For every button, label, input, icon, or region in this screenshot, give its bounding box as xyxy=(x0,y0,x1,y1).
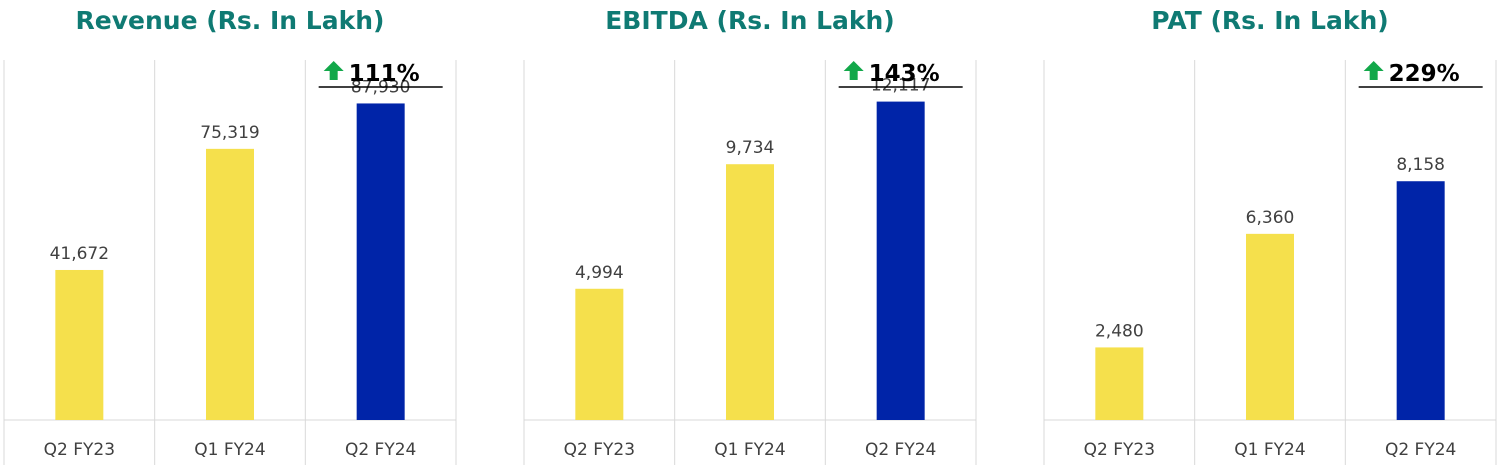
data-label: 6,360 xyxy=(1246,208,1295,228)
bar xyxy=(356,103,405,421)
bar xyxy=(575,288,624,420)
x-tick-label: Q1 FY24 xyxy=(194,440,265,460)
bar xyxy=(206,148,254,420)
pat-chart-panel: PAT (Rs. In Lakh) 2,480 Q2 FY23 6,360 Q1 FY… xyxy=(1043,0,1497,465)
x-tick-label: Q2 FY24 xyxy=(865,440,936,460)
growth-percent: 143% xyxy=(869,61,940,87)
chart-title: Revenue (Rs. In Lakh) xyxy=(75,6,385,35)
x-tick-label: Q2 FY24 xyxy=(1385,440,1456,460)
x-tick-label: Q1 FY24 xyxy=(714,440,785,460)
arrow-up-icon xyxy=(323,61,344,80)
ebitda-chart: 4,994 Q2 FY23 9,734 Q1 FY24 12,117 Q2 FY24 143… xyxy=(523,60,977,465)
growth-annotation: 229% xyxy=(1358,61,1483,88)
chart-title: PAT (Rs. In Lakh) xyxy=(1151,6,1389,35)
bar xyxy=(876,101,925,420)
x-tick-label: Q2 FY23 xyxy=(564,440,635,460)
data-label: 4,994 xyxy=(575,263,624,283)
bar xyxy=(1095,347,1144,420)
data-label: 75,319 xyxy=(200,123,259,143)
arrow-up-icon xyxy=(843,61,864,80)
data-label: 9,734 xyxy=(726,138,775,158)
x-tick-label: Q1 FY24 xyxy=(1234,440,1305,460)
arrow-up-icon xyxy=(1363,61,1384,80)
revenue-chart-panel: Revenue (Rs. In Lakh) 41,672 Q2 FY23 75,31… xyxy=(3,0,457,465)
x-tick-label: Q2 FY23 xyxy=(44,440,115,460)
chart-title: EBITDA (Rs. In Lakh) xyxy=(605,6,895,35)
data-label: 41,672 xyxy=(50,244,109,264)
ebitda-chart-panel: EBITDA (Rs. In Lakh) 4,994 Q2 FY23 9,734 Q1… xyxy=(523,0,977,465)
x-tick-label: Q2 FY23 xyxy=(1084,440,1155,460)
growth-annotation: 111% xyxy=(318,61,443,88)
data-label: 2,480 xyxy=(1095,321,1144,341)
growth-percent: 111% xyxy=(349,61,420,87)
growth-annotation: 143% xyxy=(838,61,963,88)
x-tick-label: Q2 FY24 xyxy=(345,440,416,460)
pat-chart: 2,480 Q2 FY23 6,360 Q1 FY24 8,158 Q2 FY24 229% xyxy=(1043,60,1497,465)
data-label: 8,158 xyxy=(1396,155,1445,175)
bar xyxy=(726,164,774,420)
growth-percent: 229% xyxy=(1389,61,1460,87)
bar xyxy=(55,269,104,420)
data-label: 12,117 xyxy=(871,76,930,96)
bar xyxy=(1246,233,1294,420)
bar xyxy=(1396,181,1445,420)
